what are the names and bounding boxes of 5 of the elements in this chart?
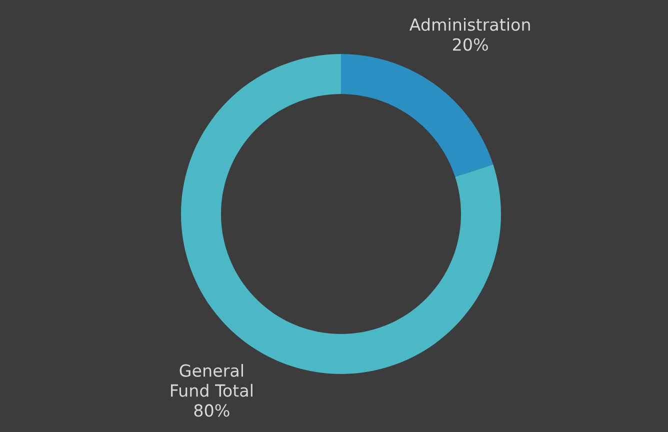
donut-slice xyxy=(341,54,494,177)
data-label: 80% xyxy=(194,404,230,417)
slice-label: Administration xyxy=(409,18,530,31)
slice-label: General Fund Total xyxy=(171,364,252,397)
data-label: 20% xyxy=(453,38,488,51)
